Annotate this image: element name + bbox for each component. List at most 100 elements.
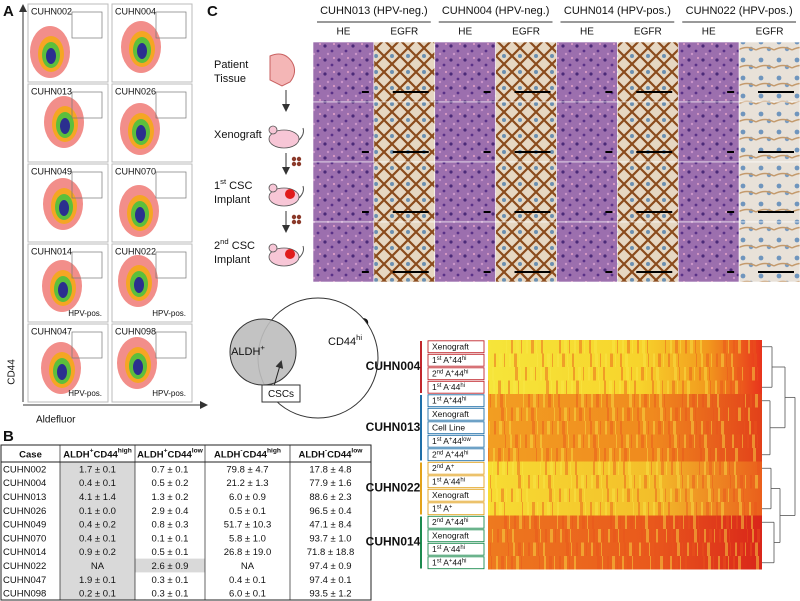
heatmap-streak bbox=[711, 502, 712, 516]
heatmap-streak bbox=[699, 529, 700, 543]
heatmap-streak bbox=[728, 556, 729, 570]
heatmap-streak bbox=[663, 502, 664, 516]
heatmap-streak bbox=[531, 407, 534, 421]
heatmap-streak bbox=[549, 556, 552, 570]
heatmap-streak bbox=[488, 380, 489, 394]
heatmap-streak bbox=[702, 394, 704, 408]
heatmap-streak bbox=[528, 542, 530, 556]
heatmap-streak bbox=[570, 461, 571, 475]
heatmap-streak bbox=[548, 475, 551, 489]
sample-label-sup: - bbox=[449, 544, 451, 550]
heatmap-streak bbox=[632, 556, 633, 570]
table-cell: CUHN014 bbox=[3, 547, 46, 558]
table-header-sup: high bbox=[118, 448, 132, 455]
heatmap-streak bbox=[696, 421, 697, 435]
heatmap-streak bbox=[735, 475, 737, 489]
sample-label-sup: hi bbox=[464, 369, 469, 375]
heatmap-streak bbox=[540, 529, 541, 543]
heatmap-streak bbox=[605, 353, 607, 367]
heatmap-streak bbox=[524, 515, 525, 529]
sample-label: CUHN098 bbox=[115, 326, 156, 336]
heatmap-streak bbox=[665, 340, 666, 354]
mouse-tail bbox=[298, 127, 304, 141]
heatmap-streak bbox=[718, 407, 720, 421]
heatmap-streak bbox=[723, 407, 726, 421]
heatmap-streak bbox=[608, 461, 610, 475]
heatmap-streak bbox=[673, 421, 676, 435]
heatmap-streak bbox=[699, 461, 700, 475]
heatmap-streak bbox=[706, 421, 709, 435]
heatmap-streak bbox=[630, 515, 633, 529]
heatmap-streak bbox=[618, 461, 619, 475]
heatmap-streak bbox=[612, 556, 615, 570]
heatmap-streak bbox=[665, 556, 666, 570]
heatmap-streak bbox=[690, 340, 693, 354]
heatmap-streak bbox=[506, 407, 507, 421]
cells bbox=[296, 161, 302, 167]
heatmap-streak bbox=[676, 461, 679, 475]
heatmap-streak bbox=[523, 475, 524, 489]
sample-label: 1st A-44hi bbox=[432, 382, 465, 392]
heatmap-streak bbox=[517, 461, 520, 475]
sample-label-sup: st bbox=[437, 355, 442, 361]
heatmap-streak bbox=[543, 394, 545, 408]
heatmap-streak bbox=[632, 488, 633, 502]
sample-box bbox=[427, 542, 485, 556]
heatmap-streak bbox=[503, 448, 504, 462]
heatmap-streak bbox=[507, 461, 508, 475]
heatmap-streak bbox=[576, 380, 579, 394]
heatmap-streak bbox=[627, 340, 630, 354]
heatmap-streak bbox=[699, 434, 701, 448]
heatmap-streak bbox=[591, 475, 593, 489]
heatmap-streak bbox=[528, 394, 530, 408]
heatmap-streak bbox=[646, 461, 649, 475]
heatmap-streak bbox=[594, 448, 597, 462]
heatmap-streak bbox=[649, 542, 650, 556]
flow-density bbox=[133, 359, 143, 375]
sample-label-sup: nd bbox=[437, 450, 444, 456]
gate bbox=[155, 11, 187, 39]
table-cell: 0.7 ± 0.1 bbox=[152, 464, 189, 475]
heatmap-streak bbox=[563, 434, 566, 448]
heatmap-row bbox=[488, 407, 762, 421]
heatmap-streak bbox=[746, 515, 747, 529]
heatmap-row bbox=[488, 380, 762, 394]
heatmap-streak bbox=[587, 515, 588, 529]
table-cell: 21.2 ± 1.3 bbox=[226, 478, 268, 489]
heatmap-streak bbox=[637, 488, 639, 502]
heatmap-streak bbox=[696, 502, 697, 516]
heatmap-row bbox=[488, 434, 762, 448]
heatmap-streak bbox=[747, 434, 749, 448]
heatmap-streak bbox=[585, 421, 586, 435]
heatmap-streak bbox=[634, 475, 635, 489]
heatmap-streak bbox=[666, 461, 667, 475]
heatmap-streak bbox=[550, 529, 553, 543]
table-cell: 2.9 ± 0.4 bbox=[152, 506, 189, 517]
sample-label-part: A bbox=[441, 396, 449, 406]
heatmap-streak bbox=[542, 502, 544, 516]
heatmap-streak bbox=[723, 488, 726, 502]
x-axis-label: Aldefluor bbox=[36, 415, 76, 426]
heatmap-streak bbox=[701, 353, 703, 367]
table-header-sup: - bbox=[325, 448, 327, 455]
sample-label-part: 1 bbox=[432, 355, 437, 365]
heatmap-streak bbox=[710, 448, 711, 462]
heatmap-streak bbox=[518, 475, 521, 489]
heatmap-streak bbox=[490, 542, 491, 556]
heatmap-streak bbox=[664, 394, 665, 408]
heatmap-streak bbox=[552, 353, 553, 367]
heatmap-streak bbox=[645, 515, 648, 529]
heatmap-streak bbox=[492, 529, 493, 543]
sample-label-sup: + bbox=[451, 517, 455, 523]
sample-box bbox=[427, 434, 485, 448]
flow-density bbox=[46, 48, 56, 64]
sample-label-sup: hi bbox=[462, 355, 467, 361]
heatmap-streak bbox=[585, 502, 586, 516]
heatmap-streak bbox=[726, 421, 727, 435]
heatmap-streak bbox=[543, 542, 545, 556]
heatmap-streak bbox=[680, 556, 681, 570]
heatmap-streak bbox=[561, 448, 564, 462]
heatmap-streak bbox=[540, 367, 542, 381]
heatmap-streak bbox=[566, 448, 567, 462]
heatmap-streak bbox=[566, 380, 567, 394]
